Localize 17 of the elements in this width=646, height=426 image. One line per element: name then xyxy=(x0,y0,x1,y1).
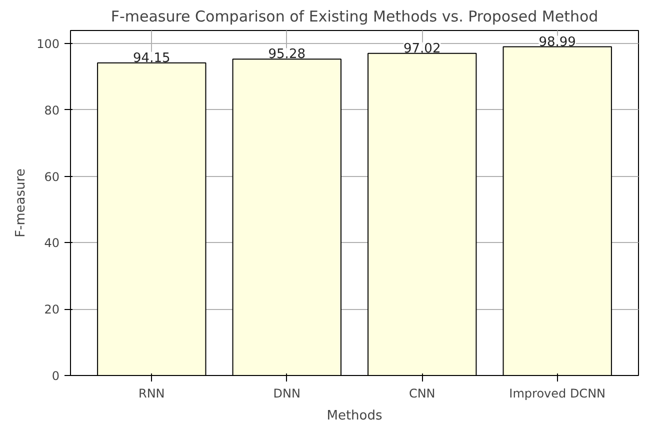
data-label: 94.15 xyxy=(133,50,170,66)
x-tick-label: CNN xyxy=(408,386,436,400)
y-axis-title: F-measure xyxy=(14,168,29,238)
y-tick-label: 20 xyxy=(44,302,60,317)
y-tick-label: 80 xyxy=(44,103,60,118)
data-label: 98.99 xyxy=(538,34,576,50)
x-tick-label: RNN xyxy=(138,386,165,400)
y-tick-label: 40 xyxy=(44,236,60,250)
chart-title: F-measure Comparison of Existing Methods vs. Proposed Method xyxy=(110,8,598,26)
x-tick-label: DNN xyxy=(273,386,300,400)
x-tick-label: Improved DCNN xyxy=(509,386,606,400)
x-axis-title: Methods xyxy=(326,408,382,424)
y-tick-label: 60 xyxy=(44,170,60,184)
data-label: 95.28 xyxy=(268,47,306,62)
y-tick-label: 100 xyxy=(36,36,60,51)
y-tick-label: 0 xyxy=(52,369,60,383)
data-label: 97.02 xyxy=(404,41,441,56)
